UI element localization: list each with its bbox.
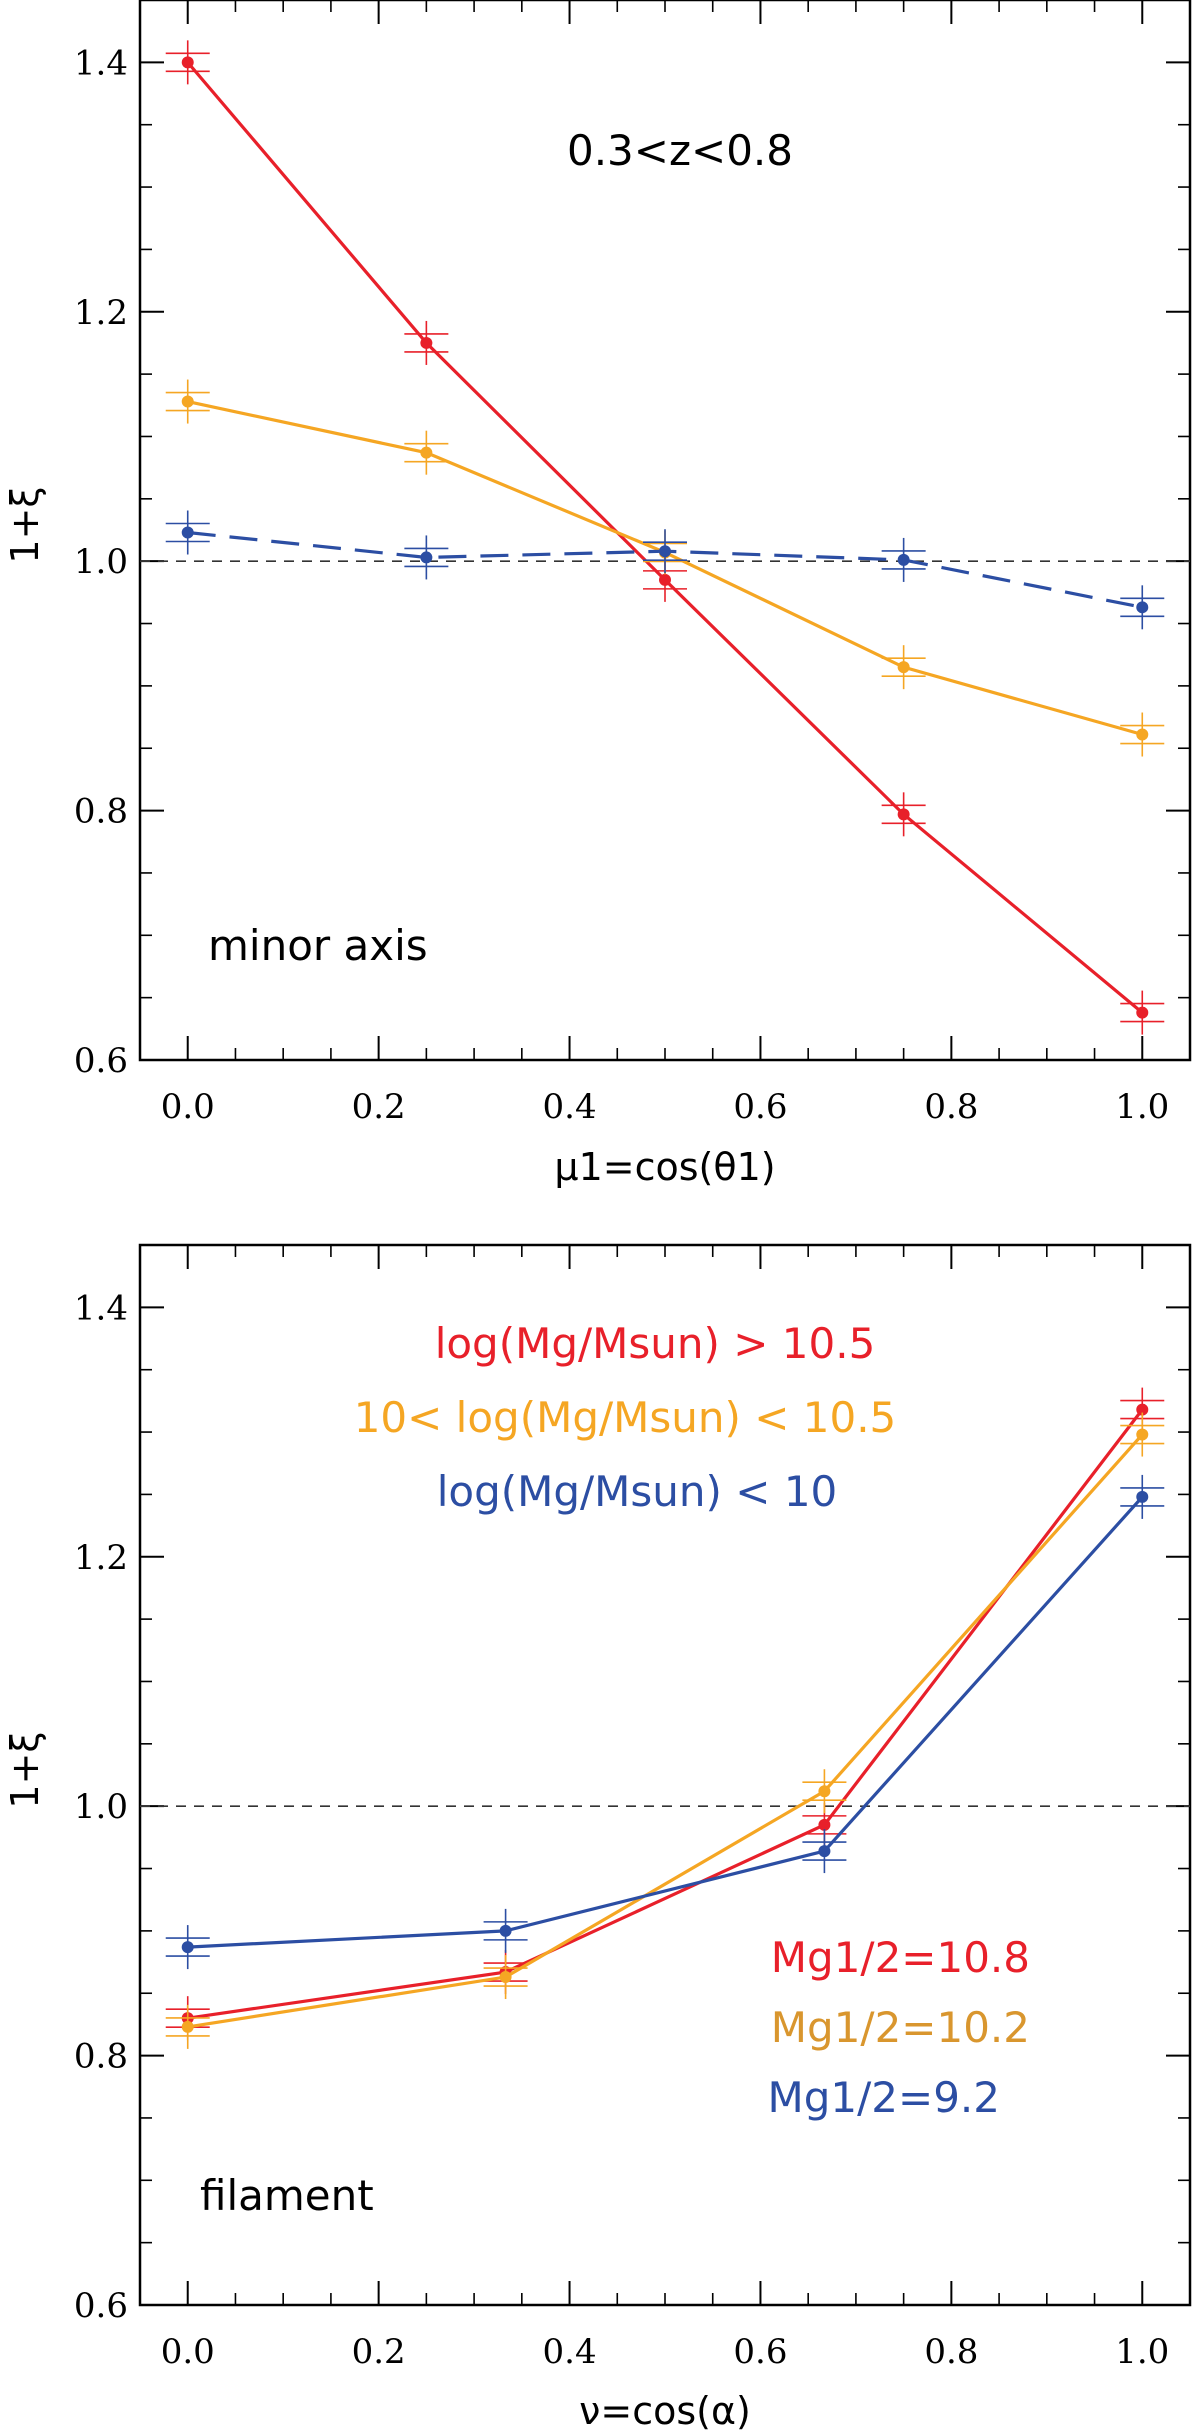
- data-point: [181, 2020, 194, 2033]
- redshift-label: 0.3<z<0.8: [567, 126, 793, 175]
- data-point: [1136, 728, 1149, 741]
- x-tick-label: 0.8: [924, 2332, 978, 2372]
- x-tick-label: 0.6: [733, 1087, 787, 1127]
- data-point: [499, 1924, 512, 1937]
- median-low-mass: Mg1/2=9.2: [768, 2073, 1000, 2122]
- legend-low-mass: log(Mg/Msun) < 10: [437, 1467, 838, 1516]
- data-point: [1136, 1490, 1149, 1503]
- x-tick-label: 0.0: [161, 2332, 215, 2372]
- series-group: [165, 1387, 1165, 2049]
- legend-mid-mass: 10< log(Mg/Msun) < 10.5: [354, 1393, 897, 1442]
- x-tick-label: 1.0: [1115, 2332, 1169, 2372]
- filament-label: filament: [200, 2171, 374, 2220]
- data-point: [499, 1971, 512, 1984]
- y-tick-group: 0.6 0.8 1.0 1.2 1.4: [74, 43, 1190, 1081]
- x-tick-label: 0.4: [543, 1087, 597, 1127]
- data-point: [659, 545, 671, 558]
- x-tick-label: 0.0: [161, 1087, 215, 1127]
- y-axis-label: 1+ξ: [3, 486, 47, 563]
- x-tick-label: 0.2: [352, 1087, 406, 1127]
- data-point: [420, 446, 433, 459]
- top-panel: 0.0 0.2 0.4 0.6 0.8 1.0 0.6 0.8 1.0 1.2 1.4 0.3<z…: [3, 0, 1192, 1189]
- data-point: [1136, 1403, 1149, 1416]
- y-tick-label: 0.6: [74, 1041, 128, 1081]
- x-axis-label: μ1=cos(θ1): [554, 1145, 775, 1189]
- x-tick-group: 0.0 0.2 0.4 0.6 0.8 1.0: [161, 1245, 1169, 2372]
- data-point: [420, 336, 433, 349]
- y-tick-label: 1.4: [74, 1288, 128, 1328]
- data-point: [818, 1785, 831, 1798]
- x-axis-label: ν=cos(α): [579, 2389, 751, 2431]
- y-tick-label: 0.6: [74, 2286, 128, 2326]
- x-tick-label: 0.4: [543, 2332, 597, 2372]
- data-point: [181, 395, 194, 408]
- data-point: [897, 661, 910, 674]
- y-tick-group: 0.6 0.8 1.0 1.2 1.4: [74, 1288, 1190, 2326]
- median-high-mass: Mg1/2=10.8: [771, 1933, 1030, 1982]
- x-tick-group: 0.0 0.2 0.4 0.6 0.8 1.0: [161, 0, 1169, 1127]
- bottom-panel: 0.0 0.2 0.4 0.6 0.8 1.0 0.6 0.8 1.0 1.2 1.4 log(M…: [3, 1243, 1192, 2431]
- x-tick-label: 0.6: [733, 2332, 787, 2372]
- y-tick-label: 1.2: [74, 1538, 128, 1578]
- y-tick-label: 1.2: [74, 293, 128, 333]
- y-tick-label: 0.8: [74, 792, 128, 832]
- y-tick-label: 0.8: [74, 2037, 128, 2077]
- data-point: [1136, 1006, 1149, 1019]
- y-tick-label: 1.0: [74, 542, 128, 582]
- data-point: [1136, 601, 1149, 614]
- series-line-2: [187, 1495, 1144, 1949]
- y-axis-label: 1+ξ: [3, 1731, 47, 1808]
- series-line-1: [187, 1433, 1144, 2029]
- data-point: [1136, 1428, 1149, 1441]
- data-point: [181, 526, 194, 539]
- data-point: [181, 1941, 194, 1954]
- y-tick-label: 1.0: [74, 1787, 128, 1827]
- series-line-0: [187, 1408, 1144, 2020]
- data-point: [897, 808, 910, 821]
- data-point: [818, 1845, 831, 1858]
- data-point: [420, 551, 433, 564]
- data-point: [659, 573, 671, 586]
- legend-high-mass: log(Mg/Msun) > 10.5: [435, 1319, 876, 1368]
- data-point: [181, 56, 194, 69]
- median-mid-mass: Mg1/2=10.2: [771, 2003, 1030, 2052]
- x-tick-label: 0.2: [352, 2332, 406, 2372]
- minor-axis-label: minor axis: [208, 921, 428, 970]
- series-group: [165, 40, 1165, 1035]
- x-tick-label: 1.0: [1115, 1087, 1169, 1127]
- x-tick-label: 0.8: [924, 1087, 978, 1127]
- data-point: [818, 1818, 831, 1831]
- data-point: [897, 553, 910, 566]
- y-tick-label: 1.4: [74, 43, 128, 83]
